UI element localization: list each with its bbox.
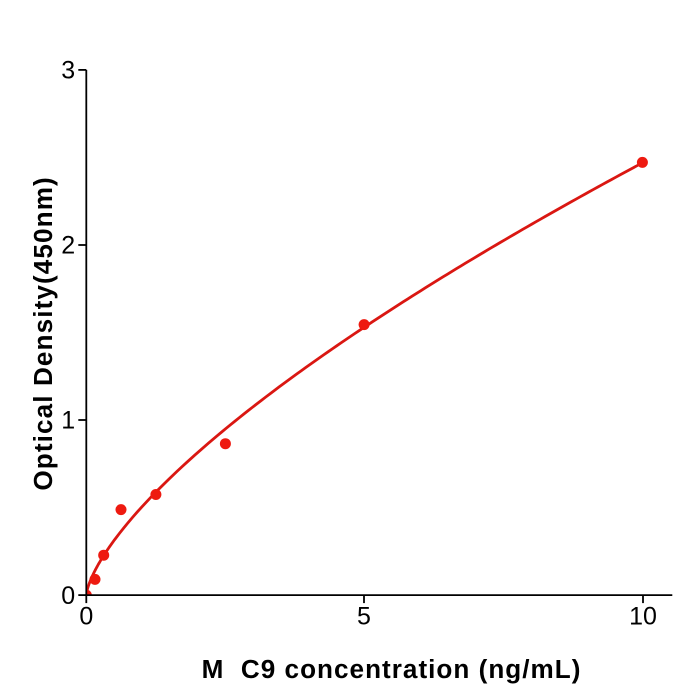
svg-text:0: 0 (79, 603, 93, 631)
svg-text:0: 0 (61, 582, 75, 610)
svg-text:M C9 concentration (ng/mL): M C9 concentration (ng/mL) (202, 654, 582, 684)
svg-text:1: 1 (61, 407, 75, 435)
svg-text:Optical Density(450nm): Optical Density(450nm) (28, 176, 58, 490)
svg-text:5: 5 (357, 603, 371, 631)
svg-text:10: 10 (629, 603, 657, 631)
svg-text:2: 2 (61, 232, 75, 260)
svg-text:3: 3 (61, 57, 75, 85)
